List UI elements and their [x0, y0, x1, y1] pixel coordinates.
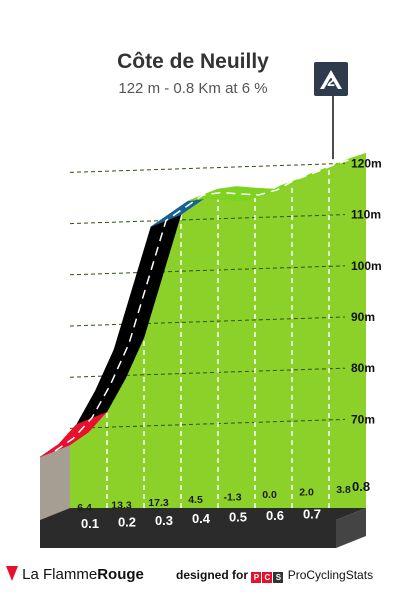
flamme-rouge-flag-icon — [6, 566, 18, 581]
mountain-icon — [320, 70, 342, 89]
gradient-label: 6.4 — [77, 502, 92, 514]
climb-title: Côte de Neuilly — [117, 50, 269, 73]
x-tick-label: 0.1 — [81, 516, 99, 531]
x-tick-label: 0.6 — [266, 508, 284, 523]
y-tick-label: 120m — [351, 156, 382, 170]
grid-line — [69, 418, 346, 429]
x-tick-label: 0.2 — [118, 514, 136, 529]
category-number: 2 — [327, 73, 335, 89]
grid-line — [69, 214, 346, 225]
designed-for-text: designed for — [176, 568, 249, 582]
y-tick-label: 100m — [351, 259, 382, 273]
x-tick-label: 0.3 — [155, 513, 173, 528]
distance-axis-band — [40, 508, 366, 548]
y-tick-label: 70m — [351, 412, 375, 426]
x-tick-label: 0.4 — [192, 511, 211, 526]
grid-line — [69, 265, 346, 276]
y-tick-label: 110m — [351, 208, 381, 222]
gradient-label: 13.3 — [111, 499, 132, 511]
profile-start-wall — [40, 445, 70, 520]
brand-name-part2: Rouge — [97, 566, 144, 583]
x-tick-label: 0.7 — [303, 506, 321, 521]
flamme-rouge-brand: La FlammeRouge — [6, 566, 144, 583]
y-tick-label: 80m — [351, 361, 375, 375]
pcs-letter-p: P — [251, 572, 262, 583]
distance-axis-end — [336, 508, 366, 548]
gradient-label: 4.5 — [188, 494, 203, 506]
grid-line — [69, 162, 346, 173]
x-tick-label: 0.8 — [352, 479, 370, 494]
brand-name-part1: La Flamme — [22, 566, 98, 583]
pcs-name: ProCyclingStats — [287, 568, 374, 582]
grid-line — [69, 316, 346, 327]
climb-subtitle: 122 m - 0.8 Km at 6 % — [118, 80, 268, 97]
gradient-label: 2.0 — [299, 486, 314, 498]
gradient-label: -1.3 — [223, 492, 241, 504]
pcs-letter-c: C — [262, 572, 273, 583]
road-centerline — [54, 158, 352, 452]
profile-front-face — [70, 153, 366, 508]
y-tick-label: 90m — [351, 310, 375, 324]
category-badge: 2 — [314, 62, 348, 96]
pcs-letter-s: S — [273, 572, 284, 583]
gradient-label: 0.0 — [262, 489, 277, 501]
gradient-label: 17.3 — [148, 497, 169, 509]
gradient-label: 3.8 — [336, 484, 351, 496]
x-tick-label: 0.5 — [229, 510, 247, 525]
